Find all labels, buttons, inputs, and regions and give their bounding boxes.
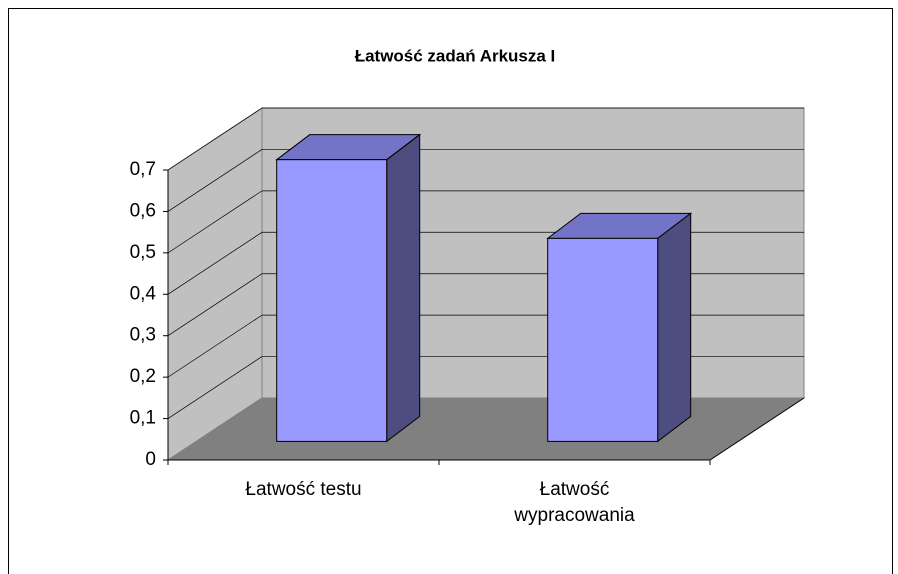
- y-tick-label: 0,5: [130, 242, 156, 263]
- y-tick-label: 0: [145, 449, 156, 470]
- x-tick-label: Łatwość wypracowania: [514, 479, 635, 526]
- x-tick-label: Łatwość testu: [245, 479, 362, 500]
- y-tick-label: 0,6: [130, 200, 156, 221]
- chart-border: [8, 8, 893, 574]
- bar-side: [657, 212, 692, 443]
- bar: [276, 159, 388, 442]
- grid-line: [167, 231, 263, 295]
- chart-title: Łatwość zadań Arkusza I: [355, 46, 556, 65]
- bar-side: [386, 133, 421, 443]
- grid-line: [167, 107, 263, 171]
- grid-line: [167, 314, 263, 378]
- grid-line: [167, 190, 263, 254]
- y-tick-label: 0,2: [130, 366, 156, 387]
- floor: [166, 397, 806, 461]
- y-tick-label: 0,4: [130, 283, 157, 304]
- y-tick-label: 0,7: [130, 159, 156, 180]
- grid-line: [167, 356, 263, 419]
- x-axis-depth: [709, 397, 805, 461]
- y-tick-label: 0,3: [130, 325, 156, 346]
- grid-line: [167, 273, 263, 337]
- bar: [547, 237, 659, 442]
- y-tick-label: 0,1: [130, 408, 156, 429]
- grid-line: [167, 149, 263, 212]
